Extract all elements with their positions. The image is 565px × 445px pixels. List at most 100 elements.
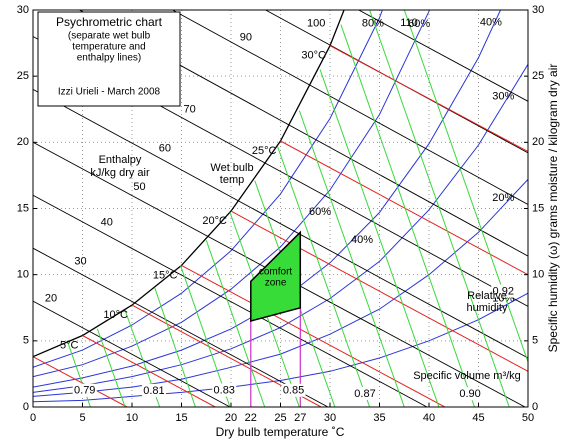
wet-bulb-label: 10°C — [103, 309, 128, 321]
enthalpy-label: 20 — [45, 292, 57, 304]
wet-bulb-title: temp — [220, 174, 244, 186]
enthalpy-line — [33, 247, 329, 407]
label-backdrop — [491, 284, 516, 298]
title-box-frame — [37, 11, 181, 107]
enthalpy-line — [172, 10, 528, 205]
comfort-zone — [250, 230, 302, 322]
rh-curve — [33, 10, 431, 378]
y2-tick-label: 5 — [532, 335, 538, 347]
rh-curve — [33, 292, 528, 403]
comfort-zone-label: comfort — [259, 266, 293, 277]
comfort-rh-label: 60% — [309, 206, 331, 218]
y2-tick-label: 25 — [532, 70, 544, 82]
enthalpy-label: 100 — [307, 17, 325, 29]
comfort-bound-label: 27 — [294, 412, 306, 424]
x-tick-label: 15 — [175, 412, 187, 424]
rh-label: 30% — [492, 91, 514, 103]
enthalpy-label: 40 — [101, 216, 113, 228]
y-tick-label: 15 — [17, 202, 29, 214]
wet-bulb-line — [82, 335, 216, 407]
wet-bulb-line — [329, 45, 528, 153]
enthalpy-title: Enthalpy — [99, 154, 142, 166]
enthalpy-line — [33, 300, 231, 407]
wet-bulb-title: Wet bulb — [210, 162, 253, 174]
enthalpy-label: 90 — [240, 32, 252, 44]
comfort-zone-label: zone — [265, 277, 287, 288]
y-tick-label: 30 — [17, 4, 29, 16]
enthalpy-label: 30 — [74, 255, 86, 267]
rh-title: Relative — [467, 290, 507, 302]
specific-volume-title: Specific volume m³/kg — [413, 370, 521, 382]
x-tick-label: 20 — [225, 412, 237, 424]
wet-bulb-label: 15°C — [153, 269, 178, 281]
specific-volume-line — [369, 10, 510, 407]
specific-volume-line — [205, 240, 266, 407]
label-backdrop — [212, 383, 237, 397]
specific-volume-line — [154, 287, 196, 407]
enthalpy-title: kJ/kg dry air — [90, 167, 150, 179]
specific-volume-label: 0.85 — [283, 385, 304, 397]
y2-tick-label: 15 — [532, 202, 544, 214]
specific-volume-label: 0.92 — [493, 286, 514, 298]
label-backdrop — [72, 383, 97, 397]
wet-bulb-label: 20°C — [202, 215, 227, 227]
rh-curve — [33, 10, 383, 368]
x-tick-label: 35 — [373, 412, 385, 424]
enthalpy-line — [33, 194, 428, 407]
enthalpy-label: 60 — [159, 142, 171, 154]
label-backdrop — [141, 383, 166, 397]
subtitle: (separate wet bulb — [68, 31, 151, 42]
subtitle: temperature and — [72, 42, 145, 53]
x-axis-label: Dry bulb temperature ˚C — [216, 425, 345, 439]
wet-bulb-line — [280, 140, 528, 276]
enthalpy-label: 50 — [133, 181, 145, 193]
rh-label: 40% — [480, 17, 502, 29]
specific-volume-label: 0.87 — [354, 388, 375, 400]
specific-volume-line — [298, 110, 405, 407]
specific-volume-line — [277, 146, 371, 407]
specific-volume-line — [180, 265, 231, 407]
author: Izzi Urieli - March 2008 — [58, 87, 161, 98]
wet-bulb-label: 30°C — [301, 50, 326, 62]
x-tick-label: 0 — [30, 412, 36, 424]
enthalpy-label: 110 — [400, 17, 418, 29]
label-backdrop — [352, 386, 377, 400]
specific-volume-line — [96, 328, 126, 407]
enthalpy-line — [33, 89, 528, 359]
x-tick-label: 45 — [472, 412, 484, 424]
y-tick-label: 5 — [23, 335, 29, 347]
wet-bulb-line — [230, 210, 528, 372]
y2-tick-label: 10 — [532, 269, 544, 281]
y2-axis-label: Specific humidity (ω) grams moisture / k… — [546, 64, 560, 353]
x-tick-label: 40 — [423, 412, 435, 424]
y-tick-label: 10 — [17, 269, 29, 281]
chart-title: Psychrometric chart — [56, 15, 163, 29]
rh-label: 20% — [492, 192, 514, 204]
wet-bulb-label: 5°C — [60, 339, 79, 351]
axes: 0 5 10 15 20 25 30 35 40 45 5005101520253005101520… — [17, 4, 545, 424]
specific-volume-label: 0.81 — [143, 385, 164, 397]
comfort-bound-label: 22 — [245, 412, 257, 424]
specific-volume-label: 0.79 — [74, 385, 95, 397]
rh-label: 60% — [408, 18, 430, 30]
specific-volume-line — [340, 24, 475, 407]
specific-volume-label: 0.90 — [459, 388, 480, 400]
label-backdrop — [281, 383, 306, 397]
y-tick-label: 0 — [23, 401, 29, 413]
enthalpy-line — [358, 10, 528, 102]
title-box: Psychrometric chart (separate wet bulb t… — [37, 11, 181, 107]
y2-tick-label: 20 — [532, 136, 544, 148]
x-tick-label: 5 — [79, 412, 85, 424]
x-tick-label: 25 — [274, 412, 286, 424]
specific-volume-line — [319, 69, 440, 407]
enthalpy-label: 70 — [184, 103, 196, 115]
comfort-rh-label: 40% — [351, 234, 373, 246]
x-tick-label: 30 — [324, 412, 336, 424]
wet-bulb-label: 25°C — [252, 145, 277, 157]
wet-bulb-line — [33, 356, 128, 407]
y-tick-label: 25 — [17, 70, 29, 82]
y2-tick-label: 30 — [532, 4, 544, 16]
specific-volume-line — [403, 10, 528, 363]
